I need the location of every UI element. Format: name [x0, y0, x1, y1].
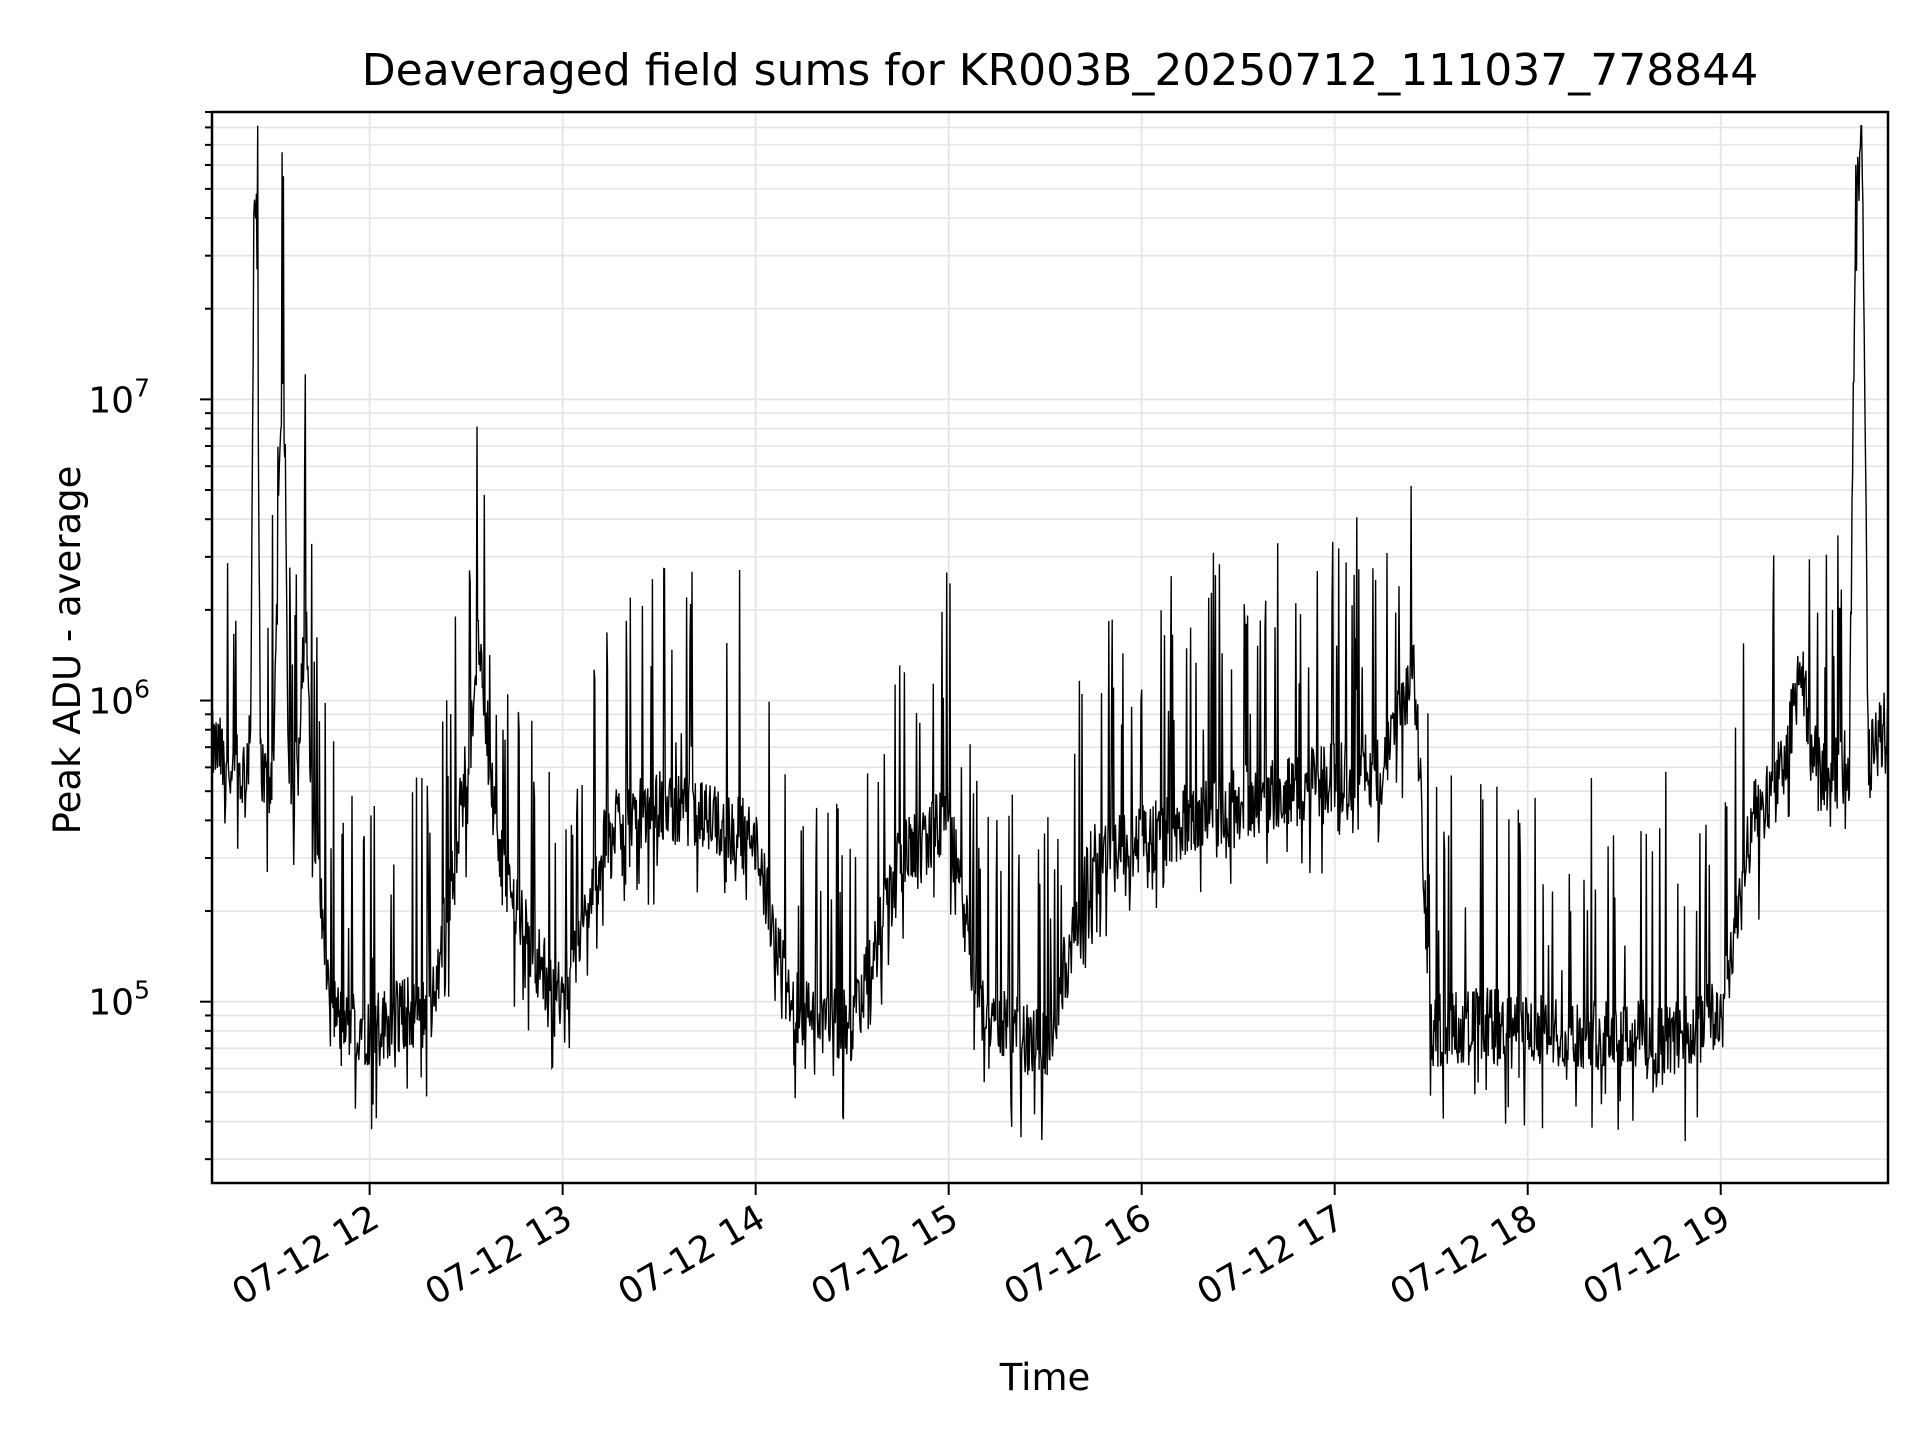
- x-axis: 07-12 12 07-12 13 07-12 14 07-12 15 07-12 16…: [225, 1183, 1737, 1314]
- y-tick-label: 107: [88, 373, 150, 421]
- x-tick-label: 07-12 14: [611, 1197, 772, 1313]
- y-tick-label: 106: [88, 675, 150, 723]
- y-axis: 105 106 107: [88, 111, 212, 1161]
- x-tick-label: 07-12 16: [998, 1197, 1159, 1313]
- chart-title: Deaveraged field sums for KR003B_2025071…: [362, 45, 1758, 96]
- x-tick-label: 07-12 15: [804, 1197, 965, 1313]
- x-tick-label: 07-12 17: [1191, 1197, 1352, 1313]
- y-tick-label: 105: [88, 976, 150, 1024]
- y-axis-label: Peak ADU - average: [46, 466, 89, 835]
- x-tick-label: 07-12 12: [225, 1197, 386, 1313]
- x-tick-label: 07-12 13: [418, 1197, 579, 1313]
- x-tick-label: 07-12 18: [1384, 1197, 1545, 1313]
- data-layer: [211, 125, 1889, 1142]
- plot-frame: [210, 110, 1890, 1185]
- x-axis-label: Time: [999, 1356, 1091, 1399]
- x-tick-label: 07-12 19: [1577, 1197, 1738, 1313]
- series-line: [211, 125, 1889, 1142]
